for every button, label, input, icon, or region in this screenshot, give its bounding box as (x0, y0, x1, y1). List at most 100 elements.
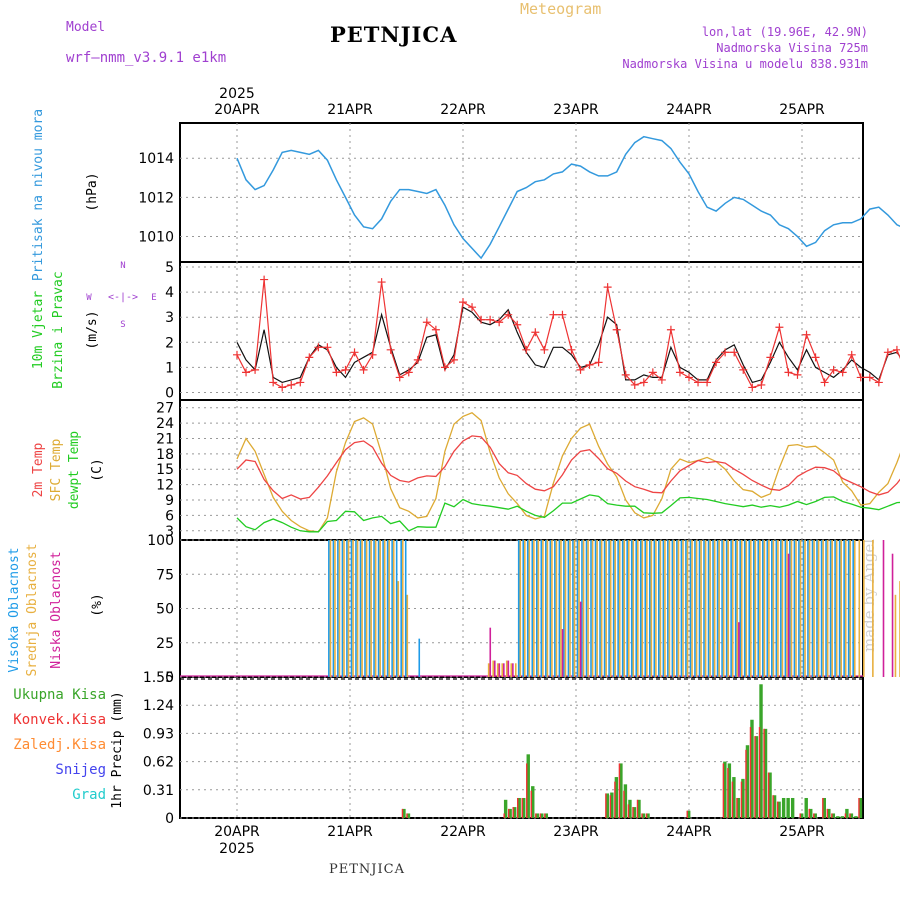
total-precip-bar (641, 813, 646, 818)
y-tick-label: 1014 (138, 151, 174, 167)
gust-marker (287, 380, 296, 389)
gust-marker (459, 298, 467, 307)
conv-precip-bar (507, 808, 510, 818)
mid-cloud-bar (356, 540, 359, 677)
gust-marker (648, 368, 657, 377)
total-precip-bar (809, 808, 813, 818)
gust-marker (838, 368, 847, 377)
gust-marker (449, 355, 458, 364)
total-precip-bar (759, 684, 763, 818)
gust-marker (422, 318, 431, 327)
gust-marker (431, 325, 440, 334)
mid-cloud-bar (374, 540, 377, 677)
mid-cloud-bar (750, 540, 752, 677)
high-cloud-bar (400, 540, 402, 677)
mid-cloud-bar (573, 540, 576, 677)
gust-marker (621, 370, 630, 379)
conv-precip-bar (618, 763, 621, 818)
high-cloud-bar (694, 540, 696, 677)
mid-cloud-bar (668, 540, 671, 677)
gust-marker (567, 345, 576, 354)
total-precip-bar (736, 797, 741, 818)
conv-precip-bar (849, 813, 851, 818)
conv-precip-bar (858, 797, 860, 818)
gust-marker (675, 368, 684, 377)
high-cloud-bar (554, 540, 556, 677)
total-precip-bar (406, 813, 411, 818)
mid-cloud-bar (383, 540, 386, 677)
y-tick-label: 0 (165, 811, 174, 827)
compass-east: E (151, 293, 156, 303)
high-cloud-bar (373, 540, 375, 677)
gust-marker (495, 318, 504, 327)
gust-marker (793, 370, 802, 379)
mid-cloud-bar (618, 540, 621, 677)
y-tick-label: 15 (156, 462, 174, 478)
high-cloud-bar (581, 540, 583, 677)
high-cloud-bar (590, 540, 592, 677)
conv-precip-bar (772, 795, 774, 818)
temp-2m-axis-label: 2m Temp (31, 442, 46, 497)
total-precip-bar (526, 754, 530, 818)
mid-cloud-bar (528, 540, 531, 677)
model-name: wrf—nmm_v3.9.1 e1km (66, 50, 227, 66)
mid-cloud-bar (727, 540, 730, 677)
day-label: 23APR (553, 102, 599, 118)
mid-cloud-bar (786, 540, 788, 677)
gust-marker (576, 365, 585, 374)
high-cloud-bar (829, 540, 832, 677)
high-cloud-bar (341, 540, 344, 677)
mid-cloud-bar (352, 540, 354, 677)
y-tick-label: 0.62 (143, 755, 174, 771)
conv-precip-bar (822, 797, 824, 818)
y-tick-label: 1012 (138, 190, 174, 206)
conv-precip-bar (526, 763, 528, 818)
conv-precip-bar (641, 813, 643, 818)
dewpt-line (236, 494, 900, 533)
high-cloud-bar (676, 540, 678, 677)
low-cloud-bar (891, 553, 894, 677)
high-cloud-bar (689, 540, 692, 677)
sfc-temp-line (236, 412, 900, 533)
high-cloud-bar (793, 540, 796, 677)
conv-precip-bar (813, 813, 815, 818)
gust-marker (639, 378, 648, 387)
mid-cloud-axis-label: Srednja Oblacnost (25, 543, 40, 676)
mid-cloud-bar (840, 540, 843, 677)
conv-precip-bar (740, 781, 743, 818)
mid-cloud-bar (863, 540, 865, 677)
high-cloud-bar (825, 540, 827, 677)
y-tick-label: 1 (165, 360, 174, 376)
high-cloud-bar (734, 540, 737, 677)
conv-precip-bar (614, 781, 616, 818)
mid-cloud-bar (736, 540, 739, 677)
mid-cloud-bar (682, 540, 684, 677)
conv-precip-bar (722, 763, 725, 818)
total-precip-bar (535, 813, 539, 818)
total-precip-bar (840, 816, 845, 818)
high-cloud-bar (558, 540, 561, 677)
high-cloud-bar (350, 540, 353, 677)
day-label: 20APR (214, 824, 260, 840)
high-cloud-bar (703, 540, 705, 677)
high-cloud-bar (671, 540, 674, 677)
high-cloud-bar (630, 540, 633, 677)
conv-precip-bar (535, 813, 537, 818)
mid-cloud-bar (781, 540, 784, 677)
dewpt-axis-label: dewpt Temp (67, 431, 82, 509)
total-precip-bar (754, 736, 759, 818)
gust-marker (440, 363, 449, 372)
day-label: 22APR (440, 102, 486, 118)
mid-cloud-bar (799, 540, 802, 677)
mid-cloud-bar (646, 540, 648, 677)
coords-label: lon,lat (19.96E, 42.9N) (701, 25, 868, 39)
mid-cloud-bar (514, 663, 517, 677)
panel-frame (179, 676, 864, 819)
mid-cloud-bar (772, 540, 775, 677)
mid-cloud-bar (587, 540, 589, 677)
gust-marker (874, 378, 883, 387)
frz-precip-legend: Zaledj.Kisa (13, 737, 106, 753)
temp-2m-line (236, 435, 900, 500)
low-cloud-bar (561, 629, 564, 677)
